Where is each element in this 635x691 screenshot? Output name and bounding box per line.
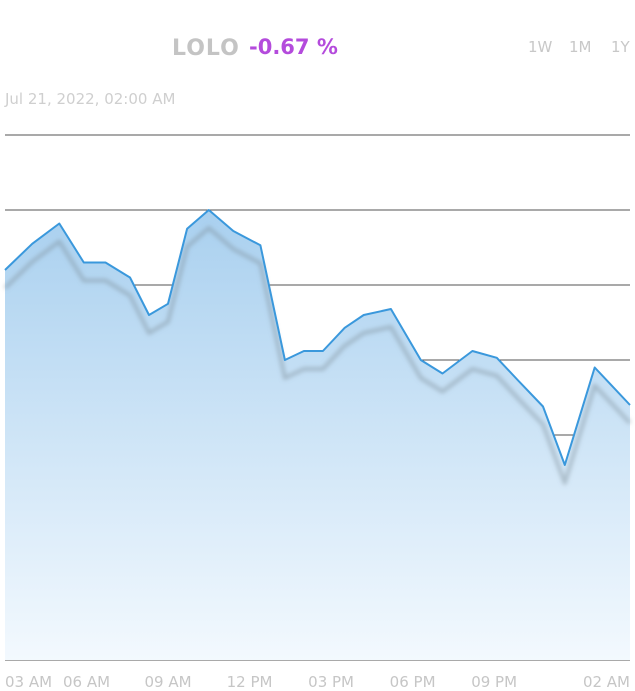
ticker-symbol: LOLO [172,36,240,61]
x-tick-label: 02 AM [583,673,630,691]
area-layer [3,209,632,660]
x-tick-label: 03 AM [5,673,52,691]
x-axis-ticks: 03 AM 06 AM 09 AM 12 PM 03 PM 06 PM 09 PM 02 AM [5,673,630,691]
x-tick-label: 12 PM [227,673,273,691]
series-line-shadow [3,226,632,485]
x-tick-label: 06 AM [63,673,110,691]
range-button-1y[interactable]: 1Y [611,38,630,56]
series-line [4,209,631,466]
x-tick-label: 03 PM [308,673,354,691]
x-tick-label: 06 PM [390,673,436,691]
timestamp-label: Jul 21, 2022, 02:00 AM [5,90,176,108]
chart-header: LOLO -0.67 % 1W 1M 1Y [0,0,635,80]
range-button-1w[interactable]: 1W [528,38,553,56]
series-area-fill [5,210,630,660]
x-tick-label: 09 AM [145,673,192,691]
range-button-1m[interactable]: 1M [569,38,592,56]
x-tick-label: 09 PM [471,673,517,691]
price-change: -0.67 % [249,35,338,59]
